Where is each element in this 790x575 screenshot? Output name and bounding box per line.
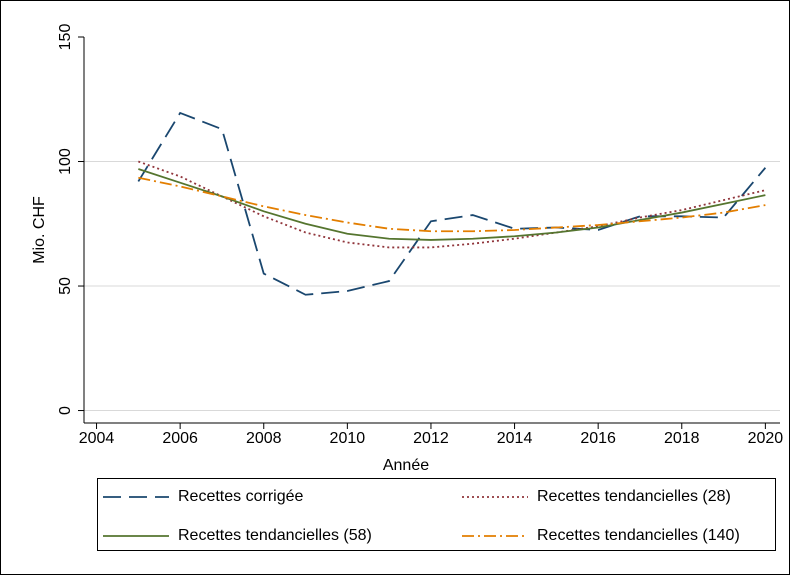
legend-label: Recettes corrigée xyxy=(178,488,303,505)
legend-label: Recettes tendancielles (140) xyxy=(537,527,740,544)
y-tick-label: 50 xyxy=(57,277,74,295)
series-line xyxy=(138,168,766,241)
legend-box xyxy=(97,478,776,551)
series-line xyxy=(138,176,766,233)
y-tick-label: 0 xyxy=(57,406,74,415)
x-tick-label: 2006 xyxy=(162,430,198,447)
x-tick-label: 2018 xyxy=(664,430,700,447)
x-tick-label: 2020 xyxy=(748,430,784,447)
legend-label: Recettes tendancielles (58) xyxy=(178,527,372,544)
y-tick-label: 150 xyxy=(57,24,74,51)
y-axis-title: Mio. CHF xyxy=(31,196,48,264)
x-tick-label: 2004 xyxy=(79,430,115,447)
x-tick-label: 2016 xyxy=(580,430,616,447)
x-tick-label: 2010 xyxy=(330,430,366,447)
x-tick-label: 2014 xyxy=(497,430,533,447)
y-tick-label: 100 xyxy=(57,148,74,175)
series-line xyxy=(138,160,766,249)
x-tick-label: 2008 xyxy=(246,430,282,447)
x-axis-title: Année xyxy=(383,457,429,474)
x-tick-label: 2012 xyxy=(413,430,449,447)
legend-label: Recettes tendancielles (28) xyxy=(537,488,731,505)
